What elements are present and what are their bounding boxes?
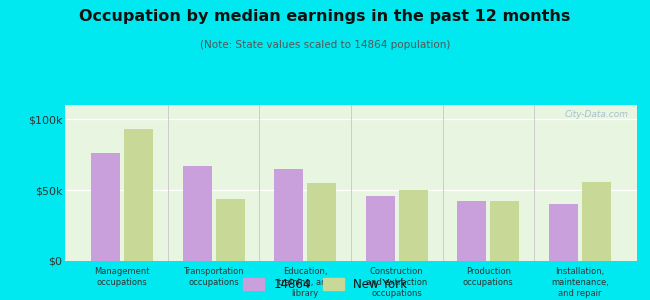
Bar — [91, 153, 120, 261]
Bar — [549, 204, 578, 261]
Bar — [366, 196, 395, 261]
Text: City-Data.com: City-Data.com — [564, 110, 629, 119]
Bar — [274, 169, 304, 261]
Bar — [216, 199, 245, 261]
Text: (Note: State values scaled to 14864 population): (Note: State values scaled to 14864 popu… — [200, 40, 450, 50]
Text: Occupation by median earnings in the past 12 months: Occupation by median earnings in the pas… — [79, 9, 571, 24]
Bar — [183, 166, 212, 261]
Bar — [124, 129, 153, 261]
Bar — [457, 201, 486, 261]
Bar — [490, 201, 519, 261]
Bar — [582, 182, 611, 261]
Bar — [307, 183, 336, 261]
Legend: 14864, New York: 14864, New York — [239, 274, 411, 294]
Bar — [398, 190, 428, 261]
